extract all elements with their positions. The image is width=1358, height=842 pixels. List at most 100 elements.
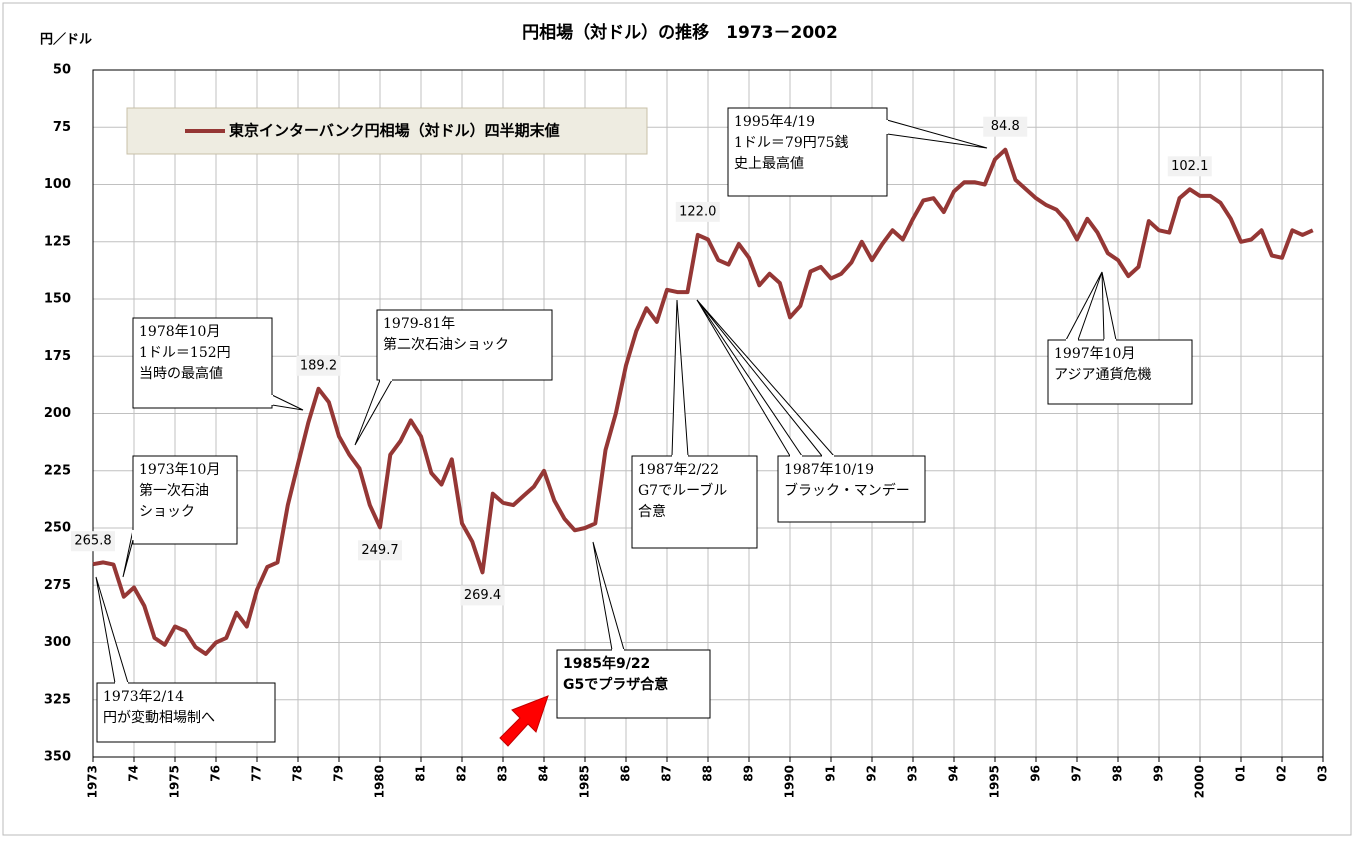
x-tick-label: 78: [291, 765, 305, 782]
callout-box: [556, 649, 711, 719]
callout-text: ショック: [139, 504, 195, 520]
y-tick-label: 75: [53, 120, 71, 135]
callout-text: G7でルーブル: [638, 482, 727, 499]
callout-text: 合意: [638, 503, 666, 520]
point-label: 102.1: [1171, 159, 1208, 174]
callout-box: [376, 309, 553, 381]
point-label: 84.8: [991, 119, 1020, 134]
x-tick-label: 84: [537, 765, 551, 782]
x-tick-label: 1980: [373, 765, 387, 798]
y-tick-label: 100: [44, 177, 71, 192]
callout-text: アジア通貨危機: [1054, 366, 1151, 383]
point-label: 249.7: [361, 543, 398, 558]
series: [92, 147, 1314, 656]
x-tick-label: 77: [250, 765, 264, 782]
series-line: [92, 147, 1314, 656]
y-tick-label: 200: [44, 406, 71, 421]
callout-text: G5でプラザ合意: [563, 676, 668, 693]
point-label: 269.4: [464, 588, 501, 603]
callout-box: [132, 317, 273, 409]
y-tick-label: 250: [44, 521, 71, 536]
callout-text: 第二次石油ショック: [383, 336, 509, 353]
callout-text: 第一次石油: [139, 482, 209, 499]
point-label-bg: [983, 116, 1028, 137]
point-label: 122.0: [679, 204, 716, 219]
callout-text: 1987年10/19: [784, 462, 874, 478]
callout-box: [1047, 339, 1193, 405]
x-tick-label: 94: [947, 765, 961, 782]
callout-text: 1987年2/22: [638, 462, 719, 478]
x-tick-label: 81: [414, 765, 428, 782]
point-label: 265.8: [74, 534, 111, 549]
callout-text: 1997年10月: [1054, 346, 1135, 362]
x-tick-label: 1985: [578, 765, 592, 798]
x-tick-label: 82: [455, 765, 469, 782]
x-tick-label: 91: [824, 765, 838, 782]
y-tick-label: 275: [44, 578, 71, 593]
callout-text: 1995年4/19: [734, 114, 815, 130]
red-arrow: [499, 695, 549, 747]
point-label-bg: [460, 585, 505, 606]
x-tick-label: 98: [1111, 765, 1125, 782]
point-label-bg: [71, 531, 115, 552]
chart-title: 円相場（対ドル）の推移 1973－2002: [522, 22, 838, 43]
x-tick-label: 97: [1070, 765, 1084, 782]
legend-label: 東京インターバンク円相場（対ドル）四半期末値: [229, 122, 560, 140]
x-tick-label: 2000: [1193, 765, 1207, 798]
x-tick-label: 88: [701, 765, 715, 782]
x-tick-label: 86: [619, 765, 633, 782]
y-tick-label: 150: [44, 292, 71, 307]
y-tick-label: 225: [44, 463, 71, 478]
x-tick-label: 01: [1234, 765, 1248, 782]
callout-text: 1979-81年: [383, 316, 455, 332]
x-tick-label: 79: [332, 765, 346, 782]
point-label-bg: [358, 540, 402, 561]
ticks: 50 75 100 125 150 175 200 225 250 275 300 325 350 197…: [44, 63, 1330, 799]
callout-box: [96, 682, 276, 743]
y-tick-label: 350: [44, 750, 71, 765]
y-tick-label: 175: [44, 349, 71, 364]
point-label: 189.2: [300, 358, 337, 373]
legend: 東京インターバンク円相場（対ドル）四半期末値: [185, 122, 560, 140]
x-tick-label: 1995: [988, 765, 1002, 798]
y-tick-label: 300: [44, 635, 71, 650]
x-tick-label: 1973: [86, 765, 100, 798]
point-label-bg: [1167, 156, 1212, 177]
y-tick-label: 125: [44, 234, 71, 249]
x-tick-label: 92: [865, 765, 879, 782]
callout-box: [777, 455, 926, 523]
callout-text: 1973年2/14: [103, 689, 184, 705]
callout-text: 1985年9/22: [563, 655, 650, 672]
point-label-bg: [296, 355, 341, 376]
callout-box: [631, 455, 758, 549]
x-tick-label: 02: [1275, 765, 1289, 782]
x-tick-label: 03: [1316, 765, 1330, 782]
callout-box: [727, 107, 888, 197]
callout-text: 1ドル＝79円75銭: [734, 135, 849, 151]
point-label-bg: [675, 201, 720, 222]
callout-text: 円が変動相場制へ: [103, 709, 215, 726]
y-axis-label: 円／ドル: [40, 32, 92, 48]
y-tick-label: 325: [44, 692, 71, 707]
x-tick-label: 89: [742, 765, 756, 782]
point-labels: 265.8 189.2 249.7 269.4 122.0 84.8 102.1: [71, 116, 1212, 606]
x-tick-label: 87: [660, 765, 674, 782]
x-tick-label: 1990: [783, 765, 797, 798]
x-tick-label: 76: [209, 765, 223, 782]
plot-border: [92, 69, 1324, 758]
x-tick-label: 99: [1152, 765, 1166, 782]
x-tick-label: 74: [127, 765, 141, 782]
callout-text: 1973年10月: [139, 462, 220, 478]
callout-text: 1978年10月: [139, 324, 220, 340]
x-tick-label: 93: [906, 765, 920, 782]
callout-text: 史上最高値: [734, 155, 804, 172]
x-tick-label: 96: [1029, 765, 1043, 782]
callout-text: 1ドル＝152円: [139, 345, 231, 361]
callout-text: 当時の最高値: [139, 365, 223, 382]
y-tick-label: 50: [53, 63, 71, 78]
callout-box: [132, 455, 238, 545]
x-tick-label: 83: [496, 765, 510, 782]
x-tick-label: 1975: [168, 765, 182, 798]
